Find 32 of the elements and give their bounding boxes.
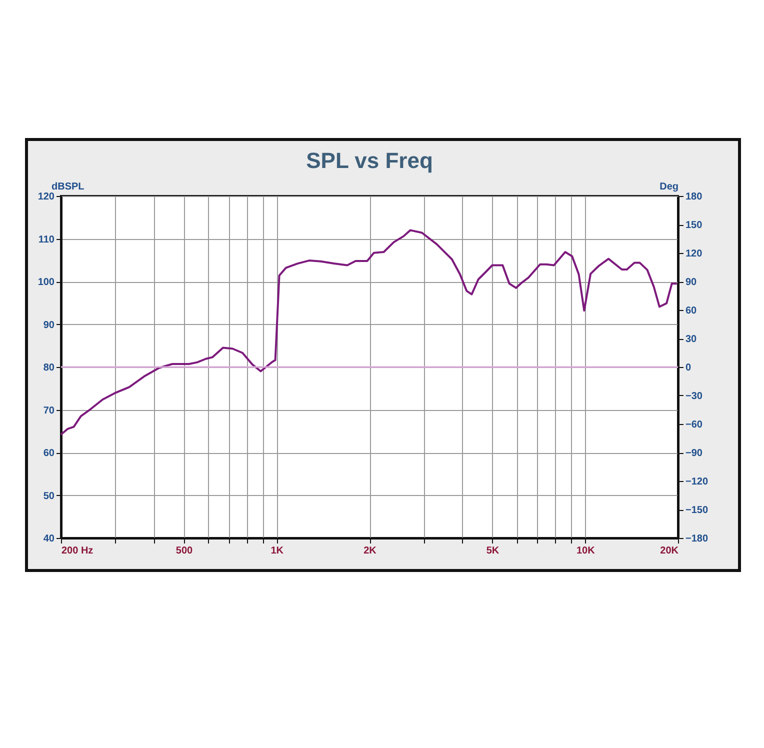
x-tick-label: 20K bbox=[660, 546, 680, 556]
x-tick-label: 500 bbox=[176, 546, 194, 556]
x-tick-label: 5K bbox=[486, 546, 500, 556]
y-tick-label: 80 bbox=[43, 362, 55, 374]
x-tick-label: 1K bbox=[270, 546, 284, 556]
y2-tick-label: −120 bbox=[686, 476, 708, 488]
x-tick-label: 200 Hz bbox=[62, 546, 94, 556]
y-tick-label: 70 bbox=[43, 405, 55, 416]
y2-tick-label: 120 bbox=[686, 248, 703, 260]
chart-title: SPL vs Freq bbox=[306, 148, 433, 173]
y2-tick-label: 0 bbox=[686, 362, 692, 374]
y2-tick-label: −90 bbox=[686, 448, 703, 459]
y-tick-label: 40 bbox=[43, 534, 55, 544]
y2-tick-label: 60 bbox=[686, 306, 698, 316]
y-tick-label: 50 bbox=[43, 490, 55, 502]
y-tick-label: 110 bbox=[38, 234, 55, 246]
y2-axis-title: Deg bbox=[660, 182, 678, 192]
y2-tick-label: −60 bbox=[686, 420, 703, 430]
y2-tick-label: −180 bbox=[686, 534, 708, 544]
y-tick-label: 90 bbox=[43, 320, 55, 331]
x-tick-label: 10K bbox=[576, 546, 596, 556]
y-tick-label: 60 bbox=[43, 448, 55, 459]
y-tick-label: 120 bbox=[38, 192, 55, 202]
x-tick-label: 2K bbox=[364, 546, 378, 556]
y2-tick-label: 150 bbox=[686, 220, 703, 231]
y2-tick-label: −150 bbox=[686, 505, 708, 516]
y-axis-title: dBSPL bbox=[52, 182, 84, 192]
y2-tick-label: −30 bbox=[686, 391, 703, 402]
y2-tick-label: 90 bbox=[686, 277, 698, 288]
y-tick-label: 100 bbox=[38, 277, 55, 288]
y2-tick-label: 30 bbox=[686, 334, 698, 345]
y2-tick-label: 180 bbox=[686, 192, 703, 202]
